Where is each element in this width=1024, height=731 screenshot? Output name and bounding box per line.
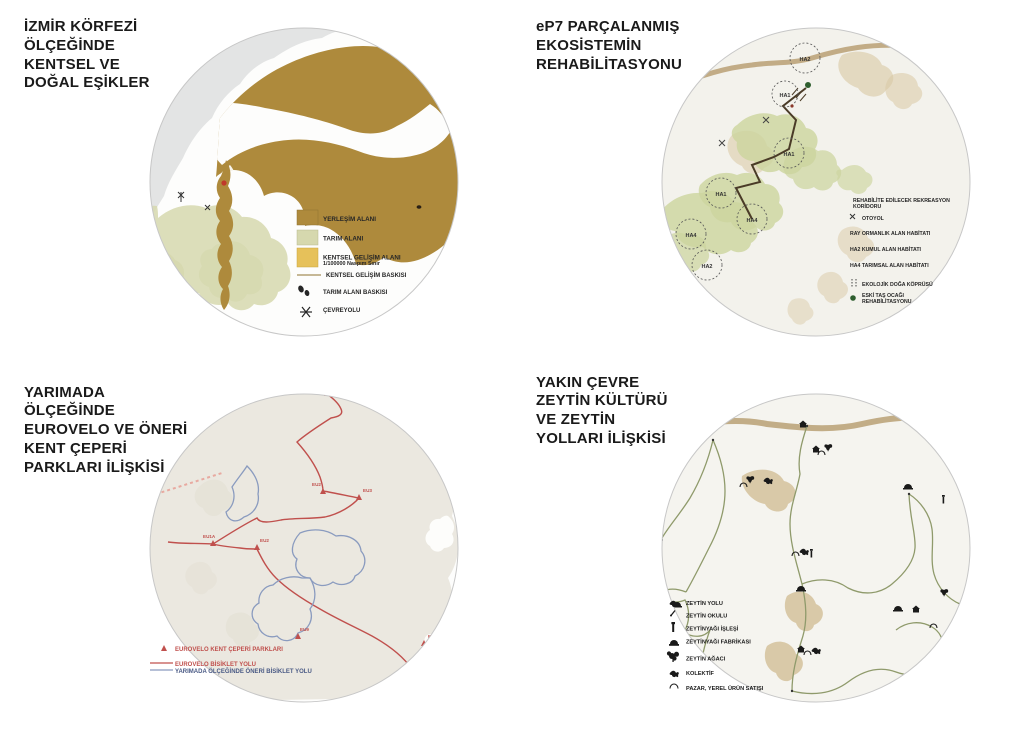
svg-text:YERLEŞİM ALANI: YERLEŞİM ALANI: [323, 215, 376, 223]
svg-text:TARIM ALANI BASKISI: TARIM ALANI BASKISI: [323, 290, 388, 296]
svg-text:KORİDORU: KORİDORU: [853, 203, 881, 210]
svg-text:HA1: HA1: [779, 93, 790, 99]
svg-text:HA4: HA4: [685, 233, 697, 239]
svg-text:KENTSEL GELİŞİM BASKISI: KENTSEL GELİŞİM BASKISI: [326, 272, 407, 279]
svg-text:EUROVELO BİSİKLET YOLU: EUROVELO BİSİKLET YOLU: [175, 661, 256, 668]
svg-text:EU1A: EU1A: [203, 534, 216, 539]
svg-text:EU9: EU9: [300, 627, 309, 632]
svg-text:HA4: HA4: [746, 218, 758, 224]
svg-text:REHABİLİTASYONU: REHABİLİTASYONU: [862, 298, 912, 305]
svg-text:OTOYOL: OTOYOL: [862, 216, 885, 222]
svg-text:REHABİLİTE EDİLECEK REKREASYON: REHABİLİTE EDİLECEK REKREASYON: [853, 197, 950, 204]
svg-text:ESKİ TAŞ OCAĞI: ESKİ TAŞ OCAĞI: [862, 291, 905, 299]
svg-text:RAY ORMANLIK ALAN HABİTATI: RAY ORMANLIK ALAN HABİTATI: [850, 230, 931, 237]
svg-text:HA2: HA2: [799, 57, 810, 63]
svg-text:EU8E: EU8E: [128, 715, 140, 720]
svg-text:EUROVELO KENT ÇEPERİ PARKLARI: EUROVELO KENT ÇEPERİ PARKLARI: [175, 646, 283, 653]
svg-text:HA2: HA2: [701, 264, 712, 270]
svg-text:HA4 TARIMSAL ALAN HABİTATI: HA4 TARIMSAL ALAN HABİTATI: [850, 262, 929, 269]
svg-text:EU2: EU2: [260, 722, 269, 727]
svg-text:ÇEVREYOLU: ÇEVREYOLU: [323, 308, 360, 314]
svg-text:EKOLOJİK DOĞA KÖPRÜSÜ: EKOLOJİK DOĞA KÖPRÜSÜ: [862, 280, 933, 288]
svg-text:KOLEKTİF: KOLEKTİF: [686, 670, 715, 677]
svg-text:PAZAR, YEREL ÜRÜN SATIŞI: PAZAR, YEREL ÜRÜN SATIŞI: [686, 685, 764, 692]
svg-text:ZEYTİNYAĞI İŞLEŞİ: ZEYTİNYAĞI İŞLEŞİ: [686, 624, 739, 632]
svg-text:HA1: HA1: [715, 192, 726, 198]
svg-text:EU4: EU4: [332, 388, 341, 393]
svg-text:ZEYTİN AĞACI: ZEYTİN AĞACI: [686, 654, 726, 662]
svg-text:YARIMADA ÖLÇEĞİNDE ÖNERİ BİSİK: YARIMADA ÖLÇEĞİNDE ÖNERİ BİSİKLET YOLU: [175, 667, 312, 675]
svg-text:EU2: EU2: [312, 482, 321, 487]
svg-text:HA1: HA1: [783, 152, 794, 158]
svg-text:EU8: EU8: [428, 634, 437, 639]
svg-text:HA2 KUMUL ALAN HABİTATI: HA2 KUMUL ALAN HABİTATI: [850, 246, 922, 253]
svg-text:EU3: EU3: [363, 488, 372, 493]
svg-text:TARIM ALANI: TARIM ALANI: [323, 236, 363, 243]
svg-text:ZEYTİN OKULU: ZEYTİN OKULU: [686, 612, 727, 619]
svg-text:1/100000 Naspım Sınır: 1/100000 Naspım Sınır: [323, 261, 381, 267]
svg-text:EU2: EU2: [260, 538, 269, 543]
svg-text:ZEYTİNYAĞI FABRİKASI: ZEYTİNYAĞI FABRİKASI: [686, 637, 751, 645]
svg-text:ZEYTİN YOLU: ZEYTİN YOLU: [686, 600, 723, 607]
